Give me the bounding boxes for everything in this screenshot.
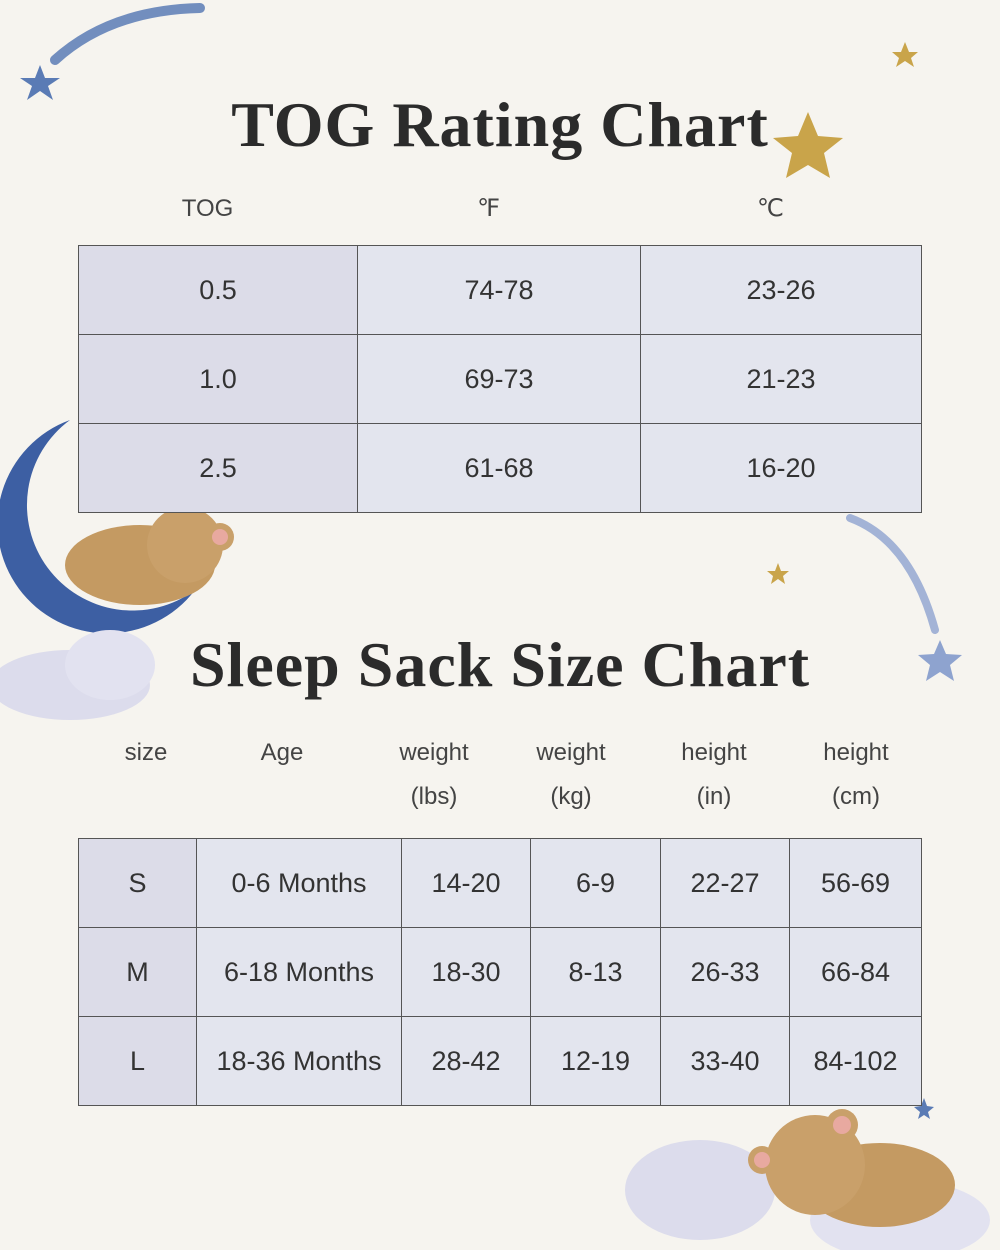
table-cell: 12-19 [530, 1016, 661, 1106]
table-cell: M [78, 927, 197, 1017]
table-cell: 56-69 [789, 838, 922, 928]
column-header: size [86, 731, 206, 775]
table-cell: 14-20 [401, 838, 531, 928]
column-header: Age [222, 731, 342, 775]
column-header: ℉ [477, 195, 500, 222]
table-cell: 74-78 [357, 245, 641, 335]
table-cell: S [78, 838, 197, 928]
table-cell: 84-102 [789, 1016, 922, 1106]
table-cell: 18-30 [401, 927, 531, 1017]
size-title: Sleep Sack Size Chart [189, 629, 811, 700]
table-cell: 28-42 [401, 1016, 531, 1106]
table-cell: 2.5 [78, 423, 358, 513]
tog-title: TOG Rating Chart [231, 89, 769, 160]
table-row: 1.0 69-73 21-23 [78, 334, 922, 424]
table-cell: 16-20 [640, 423, 922, 513]
column-header: weight (lbs) [374, 731, 494, 819]
table-cell: 6-18 Months [196, 927, 402, 1017]
table-cell: 23-26 [640, 245, 922, 335]
table-cell: 6-9 [530, 838, 661, 928]
header-line: height [681, 739, 747, 766]
header-line: Age [260, 739, 304, 766]
table-row: 2.5 61-68 16-20 [78, 423, 922, 513]
header-line: height [823, 739, 889, 766]
column-header: TOG [181, 195, 234, 222]
table-cell: 69-73 [357, 334, 641, 424]
header-line: (cm) [832, 783, 880, 810]
table-cell: 0-6 Months [196, 838, 402, 928]
column-header: height (in) [654, 731, 774, 819]
table-cell: 0.5 [78, 245, 358, 335]
table-row: S 0-6 Months 14-20 6-9 22-27 56-69 [78, 838, 922, 928]
table-cell: 33-40 [660, 1016, 790, 1106]
table-cell: 26-33 [660, 927, 790, 1017]
header-line: weight [536, 739, 606, 766]
table-row: 0.5 74-78 23-26 [78, 245, 922, 335]
tog-table: 0.5 74-78 23-26 1.0 69-73 21-23 2.5 61-68 16-20 [78, 245, 922, 513]
header-line: (lbs) [410, 783, 458, 810]
table-cell: 22-27 [660, 838, 790, 928]
table-row: M 6-18 Months 18-30 8-13 26-33 66-84 [78, 927, 922, 1017]
header-line: (in) [696, 783, 732, 810]
column-header: ℃ [757, 195, 784, 222]
column-header: weight (kg) [511, 731, 631, 819]
header-line: size [124, 739, 168, 766]
table-cell: 18-36 Months [196, 1016, 402, 1106]
table-row: L 18-36 Months 28-42 12-19 33-40 84-102 [78, 1016, 922, 1106]
table-cell: 8-13 [530, 927, 661, 1017]
table-cell: 66-84 [789, 927, 922, 1017]
size-table: S 0-6 Months 14-20 6-9 22-27 56-69 M 6-18 Month… [78, 838, 922, 1106]
table-cell: 61-68 [357, 423, 641, 513]
column-header: height (cm) [796, 731, 916, 819]
header-line: (kg) [550, 783, 592, 810]
table-cell: L [78, 1016, 197, 1106]
header-line: weight [399, 739, 469, 766]
table-cell: 21-23 [640, 334, 922, 424]
table-cell: 1.0 [78, 334, 358, 424]
